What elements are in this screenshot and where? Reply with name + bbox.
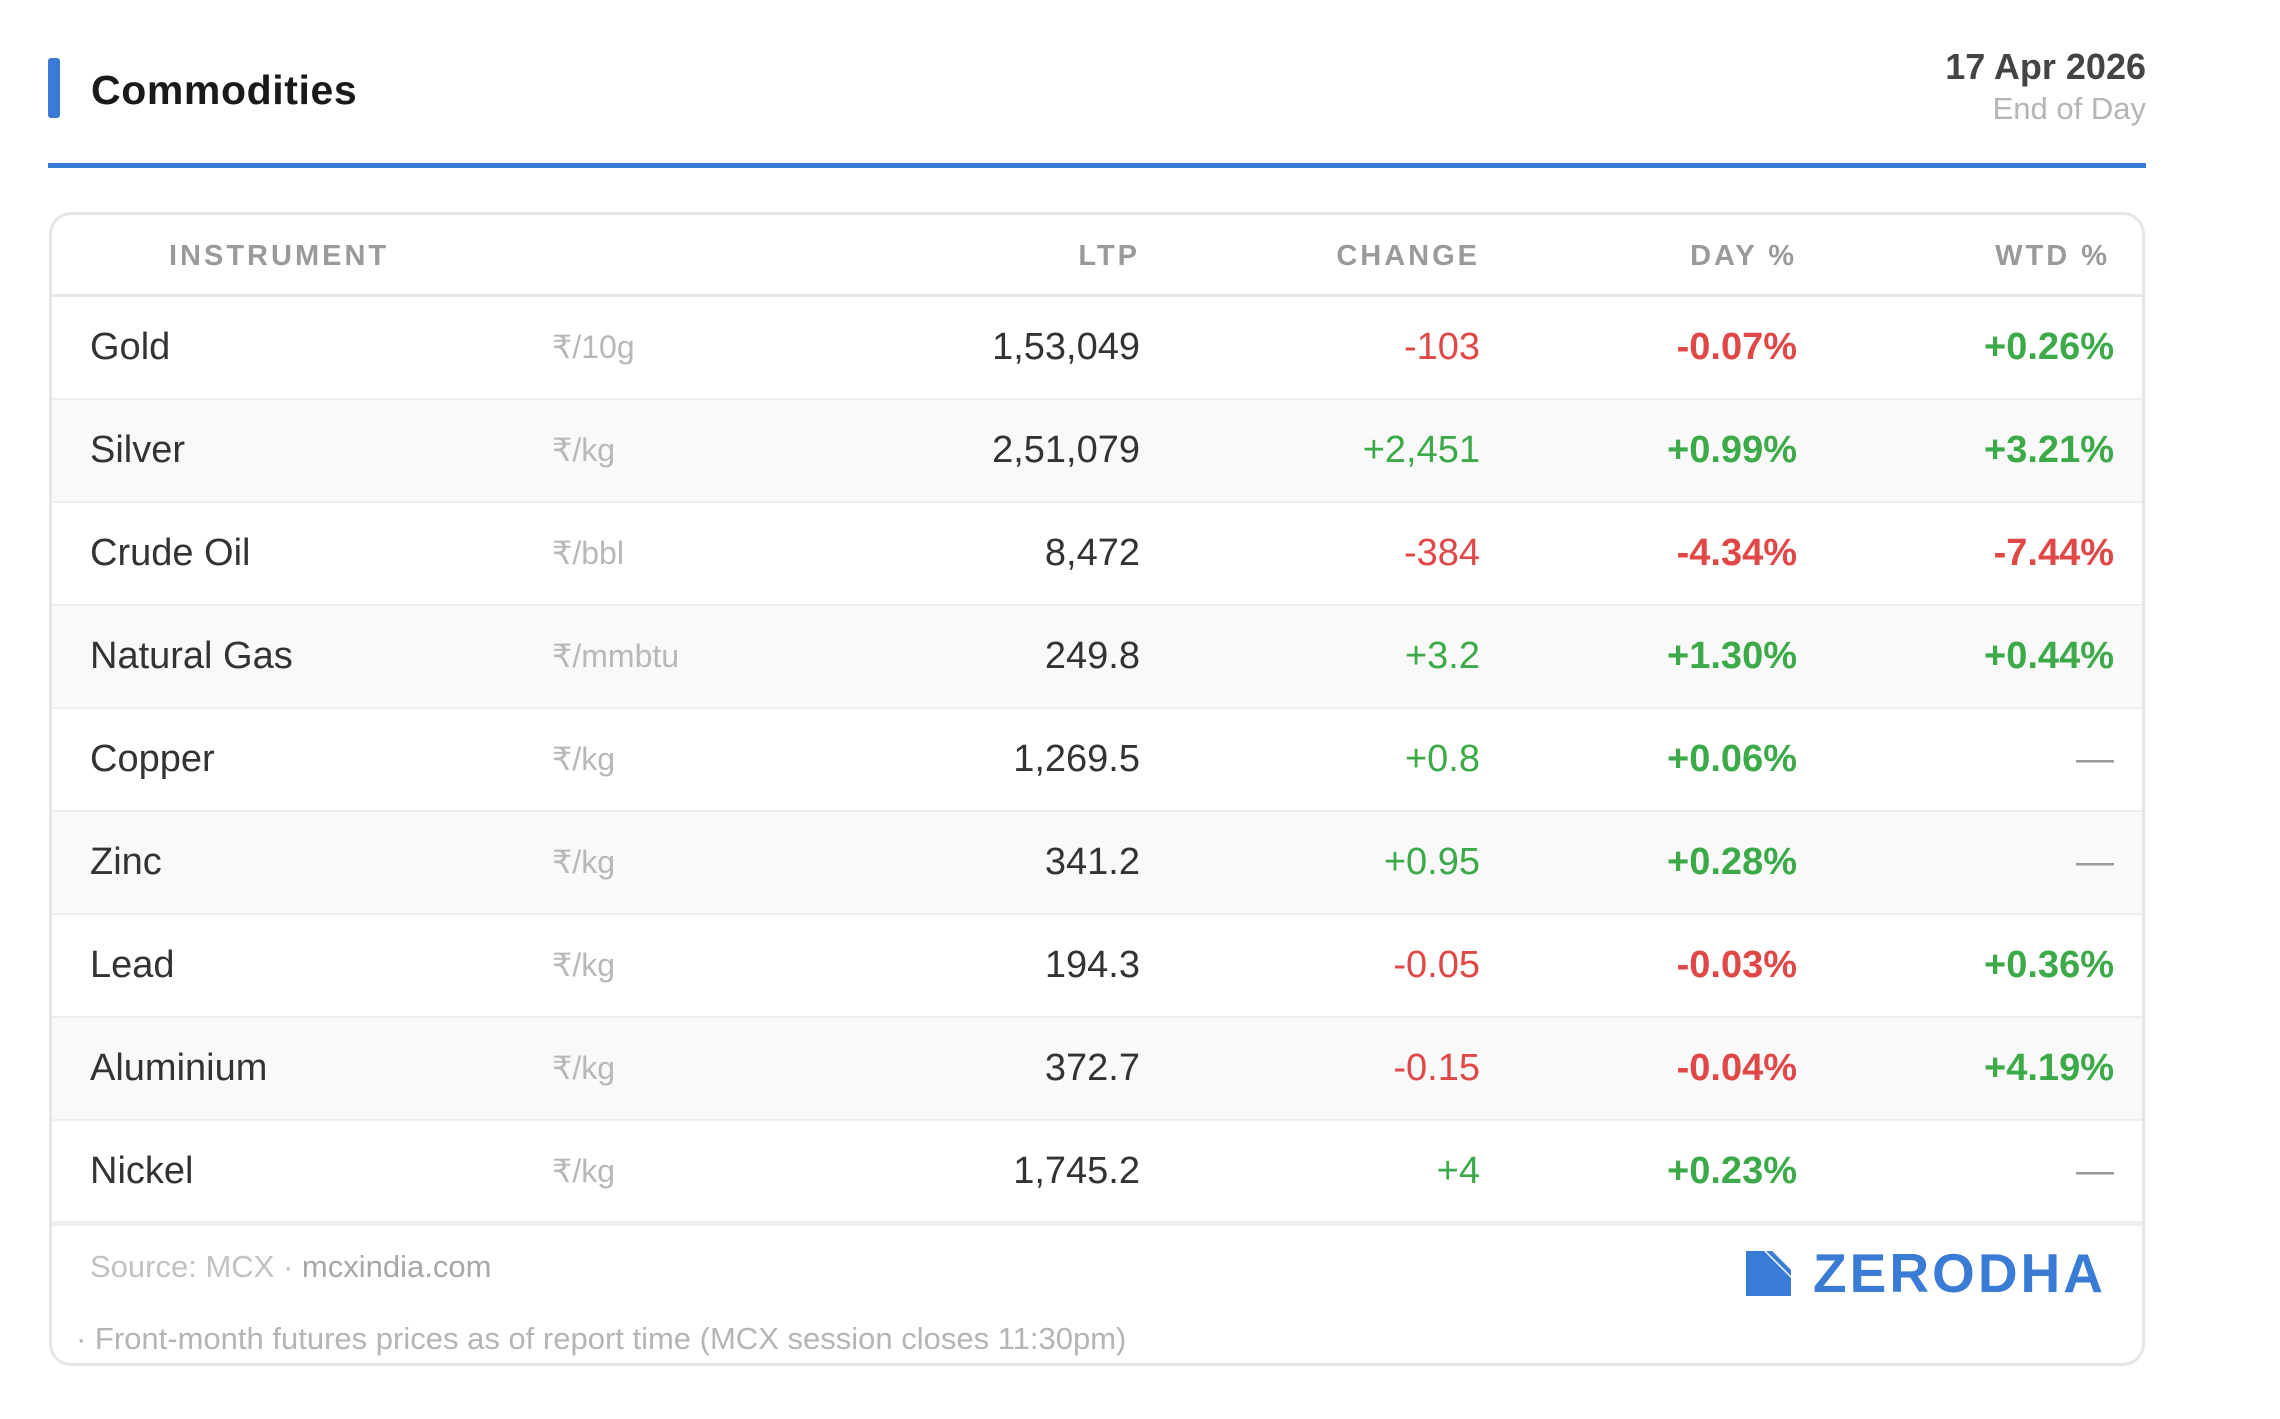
instrument-unit: ₹/bbl xyxy=(552,535,624,571)
table-row[interactable]: Copper ₹/kg 1,269.5 +0.8 +0.06% — xyxy=(52,709,2142,812)
column-header-instrument[interactable]: INSTRUMENT xyxy=(169,240,390,272)
commodities-table-card: INSTRUMENT LTP CHANGE DAY % WTD % Gold ₹/… xyxy=(49,212,2145,1366)
instrument-name: Nickel xyxy=(90,1150,194,1192)
ltp-value: 341.2 xyxy=(1044,841,1140,883)
instrument-unit: ₹/mmbtu xyxy=(552,638,680,674)
day-pct-value: -0.04% xyxy=(1676,1047,1797,1089)
instrument-unit: ₹/kg xyxy=(552,1050,616,1086)
day-pct-value: +1.30% xyxy=(1667,635,1797,677)
page-title: Commodities xyxy=(91,67,358,113)
header-accent-bar xyxy=(48,58,60,118)
column-header-change[interactable]: CHANGE xyxy=(1336,240,1480,272)
instrument-name: Crude Oil xyxy=(90,532,251,574)
ltp-value: 249.8 xyxy=(1044,635,1140,677)
instrument-unit: ₹/kg xyxy=(552,1153,616,1189)
table-header: INSTRUMENT LTP CHANGE DAY % WTD % xyxy=(52,215,2142,297)
ltp-value: 1,745.2 xyxy=(1013,1150,1140,1192)
column-header-ltp[interactable]: LTP xyxy=(1078,240,1140,272)
change-value: +0.95 xyxy=(1383,841,1480,883)
change-value: +2,451 xyxy=(1362,429,1480,471)
instrument-name: Copper xyxy=(90,738,215,780)
brand-name: ZERODHA xyxy=(1813,1242,2106,1304)
change-value: +0.8 xyxy=(1404,738,1480,780)
ltp-value: 372.7 xyxy=(1044,1047,1140,1089)
wtd-pct-value: +0.26% xyxy=(1984,326,2114,368)
day-pct-value: +0.06% xyxy=(1667,738,1797,780)
instrument-name: Natural Gas xyxy=(90,635,293,677)
wtd-pct-value: +0.44% xyxy=(1984,635,2114,677)
instrument-name: Silver xyxy=(90,429,186,471)
instrument-unit: ₹/kg xyxy=(552,432,616,468)
day-pct-value: +0.23% xyxy=(1667,1150,1797,1192)
change-value: -0.15 xyxy=(1393,1047,1480,1089)
ltp-value: 1,53,049 xyxy=(992,326,1140,368)
change-value: -384 xyxy=(1403,532,1480,574)
table-row[interactable]: Lead ₹/kg 194.3 -0.05 -0.03% +0.36% xyxy=(52,915,2142,1018)
column-header-day-pct[interactable]: DAY % xyxy=(1690,240,1797,272)
wtd-pct-value: +3.21% xyxy=(1984,429,2114,471)
wtd-pct-value: — xyxy=(2076,738,2114,780)
instrument-unit: ₹/kg xyxy=(552,741,616,777)
report-type: End of Day xyxy=(1992,91,2146,126)
table-row[interactable]: Silver ₹/kg 2,51,079 +2,451 +0.99% +3.21% xyxy=(52,400,2142,503)
footer-divider xyxy=(52,1221,2142,1226)
table-row[interactable]: Crude Oil ₹/bbl 8,472 -384 -4.34% -7.44% xyxy=(52,503,2142,606)
day-pct-value: +0.28% xyxy=(1667,841,1797,883)
zerodha-logo-icon xyxy=(1746,1250,1792,1296)
wtd-pct-value: — xyxy=(2076,1150,2114,1192)
table-row[interactable]: Zinc ₹/kg 341.2 +0.95 +0.28% — xyxy=(52,812,2142,915)
day-pct-value: -0.03% xyxy=(1676,944,1797,986)
day-pct-value: -4.34% xyxy=(1676,532,1797,574)
day-pct-value: +0.99% xyxy=(1667,429,1797,471)
table-row[interactable]: Nickel ₹/kg 1,745.2 +4 +0.23% — xyxy=(52,1121,2142,1224)
source-prefix: Source: MCX · xyxy=(90,1249,302,1284)
instrument-name: Lead xyxy=(90,944,175,986)
ltp-value: 1,269.5 xyxy=(1013,738,1140,780)
change-value: +3.2 xyxy=(1404,635,1480,677)
wtd-pct-value: +0.36% xyxy=(1984,944,2114,986)
wtd-pct-value: -7.44% xyxy=(1993,532,2114,574)
brand-logo: ZERODHA xyxy=(1746,1243,2106,1303)
header-divider xyxy=(48,163,2146,168)
table-row[interactable]: Natural Gas ₹/mmbtu 249.8 +3.2 +1.30% +0.44% xyxy=(52,606,2142,709)
day-pct-value: -0.07% xyxy=(1676,326,1797,368)
footnote: · Front-month futures prices as of repor… xyxy=(76,1321,1127,1356)
wtd-pct-value: +4.19% xyxy=(1984,1047,2114,1089)
source-line: Source: MCX · mcxindia.com xyxy=(90,1245,491,1289)
source-link[interactable]: mcxindia.com xyxy=(301,1249,492,1284)
instrument-unit: ₹/10g xyxy=(552,329,635,365)
instrument-name: Aluminium xyxy=(90,1047,268,1089)
instrument-unit: ₹/kg xyxy=(552,844,616,880)
instrument-unit: ₹/kg xyxy=(552,947,616,983)
change-value: -0.05 xyxy=(1393,944,1480,986)
ltp-value: 194.3 xyxy=(1044,944,1140,986)
change-value: +4 xyxy=(1436,1150,1480,1192)
ltp-value: 2,51,079 xyxy=(992,429,1140,471)
wtd-pct-value: — xyxy=(2076,841,2114,883)
table-row[interactable]: Gold ₹/10g 1,53,049 -103 -0.07% +0.26% xyxy=(52,297,2142,400)
ltp-value: 8,472 xyxy=(1044,532,1140,574)
table-body: Gold ₹/10g 1,53,049 -103 -0.07% +0.26% Silver ₹… xyxy=(52,297,2142,1224)
instrument-name: Zinc xyxy=(90,841,162,883)
report-date: 17 Apr 2026 xyxy=(1945,46,2146,87)
change-value: -103 xyxy=(1403,326,1480,368)
table-row[interactable]: Aluminium ₹/kg 372.7 -0.15 -0.04% +4.19% xyxy=(52,1018,2142,1121)
column-header-wtd-pct[interactable]: WTD % xyxy=(1995,240,2110,272)
instrument-name: Gold xyxy=(90,326,171,368)
